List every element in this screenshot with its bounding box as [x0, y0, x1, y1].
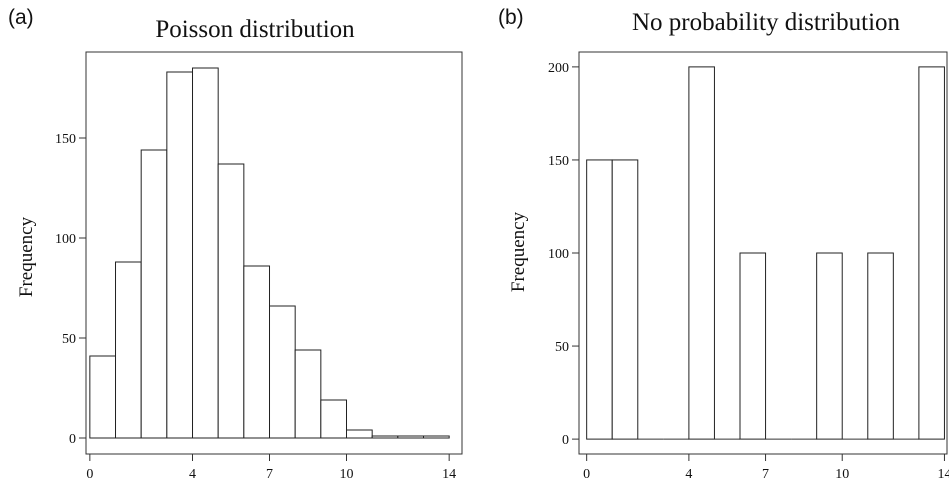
- panel-b-x-tick-label-10: 10: [835, 467, 849, 482]
- panel-a-y-tick-label-100: 100: [55, 232, 76, 247]
- panel-a-bar-8: [294, 349, 322, 439]
- panel-a-title: Poisson distribution: [155, 16, 355, 43]
- panel-b-y-tick-label-100: 100: [548, 247, 569, 262]
- panel-b-label: (b): [498, 6, 524, 29]
- panel-b-bar-11: [867, 252, 894, 440]
- panel-a-bar-9: [320, 399, 348, 439]
- panel-a-y-ticks: 0 50 100 150: [55, 132, 86, 447]
- panel-b-bar-6: [739, 252, 767, 440]
- panel-b-x-tick-label-4: 4: [685, 467, 692, 482]
- panel-b-y-axis-label: Frequency: [508, 211, 529, 292]
- panel-b-x-tick-label-7: 7: [762, 467, 769, 482]
- panel-a-plot-frame: [85, 51, 463, 455]
- panel-b-title: No probability distribution: [632, 9, 901, 36]
- panel-a-y-axis-label: Frequency: [16, 216, 37, 297]
- panel-a-bars: [89, 67, 450, 439]
- panel-b-bar-9: [816, 252, 843, 440]
- panel-a-bar-1: [115, 261, 142, 439]
- panel-a-y-tick-label-0: 0: [69, 432, 76, 447]
- panel-b-bar-1: [611, 159, 639, 440]
- panel-a-bar-7: [269, 305, 296, 439]
- panel-b-y-tick-label-200: 200: [548, 61, 569, 76]
- panel-b-bar-13: [918, 66, 945, 440]
- panel-a-x-tick-label-10: 10: [340, 467, 354, 482]
- panel-a-x-tick-label-4: 4: [189, 467, 196, 482]
- panel-b-y-tick-label-0: 0: [562, 433, 569, 448]
- panel-b: (b) No probability distribution Frequenc…: [498, 6, 949, 482]
- panel-a-bar-2: [140, 149, 168, 439]
- panel-b-y-tick-label-50: 50: [555, 340, 569, 355]
- panel-a: (a) Poisson distribution Frequency 0 50 10…: [8, 6, 463, 482]
- panel-a-bar-12: [397, 435, 425, 439]
- panel-a-bar-11: [371, 435, 399, 439]
- panel-a-bar-3: [166, 71, 194, 439]
- panel-a-x-tick-label-0: 0: [86, 467, 93, 482]
- panel-a-x-tick-label-7: 7: [266, 467, 273, 482]
- panel-a-x-ticks: 0 4 7 10 14: [86, 454, 456, 482]
- panel-a-x-tick-label-14: 14: [442, 467, 456, 482]
- panel-a-y-tick-label-150: 150: [55, 132, 76, 147]
- panel-a-bar-13: [423, 435, 450, 439]
- panel-b-x-ticks: 0 4 7 10 14: [583, 454, 949, 482]
- panel-b-y-tick-label-150: 150: [548, 154, 569, 169]
- panel-a-bar-0: [89, 355, 117, 439]
- panel-a-bar-6: [243, 265, 271, 439]
- panel-b-y-ticks: 0 50 100 150 200: [548, 61, 579, 448]
- panel-b-x-tick-label-14: 14: [937, 467, 949, 482]
- panel-a-bar-10: [346, 429, 373, 439]
- panel-b-bar-4: [688, 66, 715, 440]
- panel-b-bars: [586, 66, 945, 440]
- panel-b-x-tick-label-0: 0: [583, 467, 590, 482]
- panel-a-label: (a): [8, 6, 34, 29]
- panel-a-bar-5: [217, 163, 245, 439]
- panel-b-bar-0: [586, 159, 613, 440]
- panel-a-y-tick-label-50: 50: [62, 332, 76, 347]
- panel-a-bar-4: [192, 67, 219, 439]
